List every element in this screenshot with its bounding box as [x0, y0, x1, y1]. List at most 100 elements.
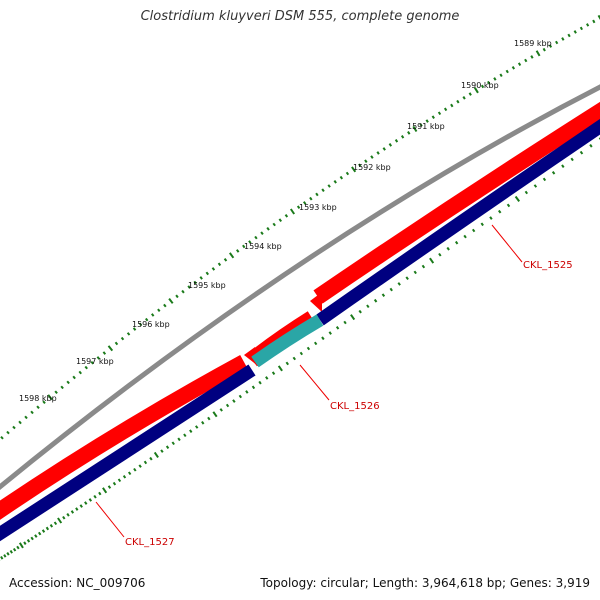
tick-mark [511, 66, 516, 70]
tick-mark [335, 326, 340, 330]
reverse-segment-left [0, 364, 256, 542]
tick-mark [248, 240, 252, 244]
tick-mark [236, 249, 240, 253]
tick-mark [366, 304, 370, 309]
tick-mark [413, 270, 417, 275]
tick-mark [242, 244, 246, 249]
tick-mark [407, 131, 411, 135]
tick-mark [251, 385, 256, 390]
tick-mark [160, 449, 164, 453]
tick-mark [497, 209, 502, 214]
ruler-label: 1592 kbp [353, 163, 391, 172]
tick-mark [42, 400, 46, 405]
tick-mark [30, 410, 34, 415]
tick-mark [343, 320, 347, 325]
tick-mark [321, 188, 325, 192]
tick-mark [299, 351, 304, 356]
gene-label-ckl-1526[interactable]: CKL_1526 [330, 401, 380, 412]
tick-mark [309, 196, 313, 201]
tick-mark [463, 234, 467, 239]
tick-mark [351, 166, 357, 173]
tick-mark [524, 190, 529, 195]
ruler-label: 1596 kbp [132, 320, 170, 329]
tick-mark [26, 539, 31, 543]
gene-arrow-ckl-1527[interactable] [0, 354, 248, 520]
tick-mark [388, 143, 393, 147]
tick-mark [78, 370, 82, 375]
tick-mark [350, 314, 356, 321]
gene-label-ckl-1527-group: CKL_1527 [95, 501, 175, 548]
tick-mark [254, 235, 258, 240]
tick-mark [446, 246, 450, 251]
tick-mark [163, 303, 167, 308]
tick-mark [151, 313, 155, 317]
tick-mark [193, 280, 197, 285]
tick-mark [211, 267, 216, 271]
tick-mark [412, 125, 418, 133]
tick-mark [561, 37, 565, 41]
tick-mark [12, 425, 16, 430]
tick-mark [120, 336, 125, 341]
tick-mark [16, 545, 20, 550]
tick-mark [589, 144, 593, 148]
tick-mark [443, 107, 448, 112]
tick-mark [177, 437, 181, 442]
tick-mark [561, 164, 565, 168]
gene-label-ckl-1526-group: CKL_1526 [299, 364, 380, 412]
tick-mark [345, 171, 350, 176]
tick-mark [579, 26, 583, 31]
tick-mark [199, 276, 203, 280]
tick-mark [429, 257, 435, 264]
tick-mark [370, 155, 374, 159]
gene-label-ckl-1525[interactable]: CKL_1525 [523, 260, 573, 271]
tick-mark [84, 501, 88, 505]
tick-mark [96, 356, 101, 360]
tick-mark [157, 308, 161, 313]
tick-mark [79, 504, 83, 508]
tick-mark [23, 541, 27, 545]
tick-mark [126, 332, 131, 336]
tick-mark [321, 336, 325, 341]
tick-mark [138, 464, 142, 468]
tick-mark [0, 435, 4, 440]
tick-mark [66, 380, 70, 385]
tick-mark [127, 471, 132, 476]
gene-arrow-ckl-1525[interactable] [313, 101, 600, 304]
tick-mark [93, 494, 97, 499]
reverse-segment-right [316, 118, 600, 326]
tick-mark [358, 163, 362, 168]
tick-mark [232, 399, 236, 403]
tick-mark [333, 180, 337, 184]
tick-mark [143, 460, 148, 465]
tick-mark [122, 475, 127, 479]
tick-mark [57, 517, 63, 524]
tick-mark [499, 73, 503, 78]
tick-mark [34, 534, 38, 538]
tick-mark [54, 390, 58, 395]
gene-label-ckl-1527[interactable]: CKL_1527 [125, 537, 175, 548]
tick-mark [292, 356, 297, 361]
tick-mark [438, 252, 442, 257]
tick-mark [425, 119, 429, 123]
tick-mark [364, 159, 368, 163]
tick-mark [212, 411, 218, 418]
tick-mark [373, 298, 378, 303]
accession-text: Accession: NC_009706 [9, 576, 146, 590]
tick-mark [6, 552, 10, 556]
tick-mark [421, 264, 426, 269]
tick-mark [70, 510, 75, 514]
tick-mark [306, 346, 311, 351]
tick-mark [394, 139, 399, 143]
tick-mark [586, 23, 590, 27]
reverse-strand-track [0, 118, 600, 542]
gene-label-ckl-1525-group: CKL_1525 [491, 224, 573, 271]
tick-mark [217, 262, 222, 267]
tick-mark [133, 467, 137, 472]
tick-mark [579, 150, 584, 155]
inner-tick-ring [0, 137, 600, 561]
tick-mark [555, 40, 559, 45]
tick-mark [102, 487, 108, 494]
tick-mark [75, 507, 79, 511]
tick-mark [9, 549, 13, 554]
tick-mark [313, 341, 318, 346]
